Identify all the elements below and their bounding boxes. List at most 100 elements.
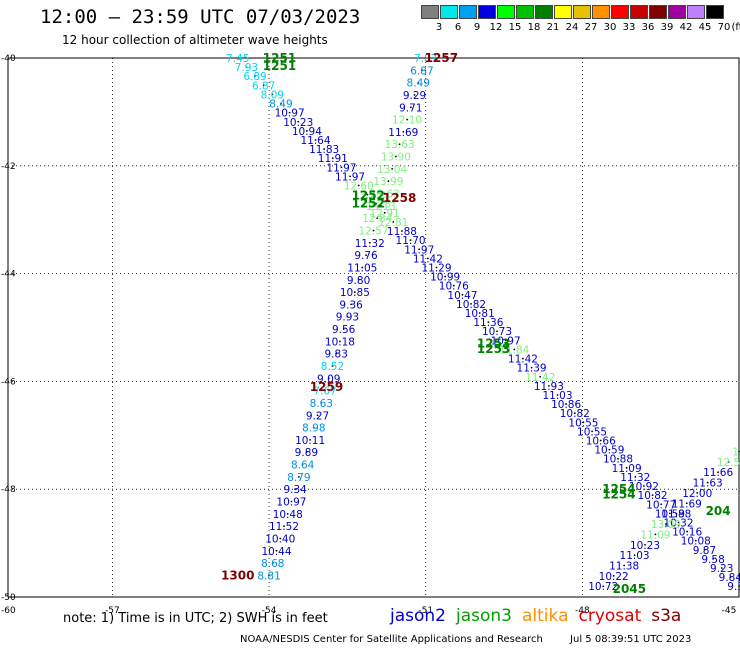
data-point [366,193,369,196]
swh-value-label: 9.71 [399,102,422,114]
data-point [383,211,386,214]
swh-value-label: 10.76 [439,281,469,293]
x-tick-label: -45 [722,606,737,616]
swh-value-label: 10.88 [603,454,633,466]
data-point [487,321,490,324]
data-point [294,488,297,491]
time-label: 204 [706,504,731,518]
scale-swatch [421,5,439,19]
scale-swatch [516,5,534,19]
swh-value-label: 9.83 [325,349,348,361]
data-point [418,248,421,251]
data-point [720,567,723,569]
data-point [426,257,429,260]
data-point [582,421,585,424]
swh-value-label: 11.69 [672,498,702,510]
swh-value-label: 13.63 [385,139,415,151]
swh-value-label: 13.04 [377,164,407,176]
swh-value-label: 9.58 [701,554,724,566]
footer-credit: NOAA/NESDIS Center for Satellite Applica… [240,634,543,645]
data-point [694,539,697,542]
data-point [353,291,356,293]
swh-value-label: 9.87 [693,545,716,557]
data-point [452,284,455,287]
data-point [608,448,611,451]
swh-value-label: 8.49 [269,99,292,111]
data-point [696,492,699,494]
x-tick-label: -51 [418,606,433,616]
swh-value-label: 11.52 [269,521,299,533]
x-tick-label: -54 [262,606,277,616]
data-point [675,512,678,515]
swh-value-label: 12.84 [362,213,392,225]
data-point [383,192,386,195]
data-point [612,574,615,577]
data-point [665,523,667,525]
data-point [413,94,416,96]
footer-timestamp: Jul 5 08:39:51 UTC 2023 [570,634,692,645]
time-label: 1300 [221,568,254,582]
scale-swatch [668,5,686,19]
swh-value-label: 9.52 [727,581,740,593]
data-point [331,365,334,367]
time-label: 1254 [602,488,635,502]
data-point [402,131,405,133]
swh-value-label: 11.03 [620,550,650,562]
scale-label: 24 [565,22,579,33]
swh-value-label: 10.73 [482,326,512,338]
data-point [331,157,334,160]
data-point [417,81,420,84]
swh-value-label: 9.84 [719,572,740,584]
data-point [236,57,239,59]
swh-value-label: 8.98 [302,423,325,435]
swh-value-label: 9.80 [347,275,370,287]
scale-label: 18 [527,22,541,33]
swh-value-label: 13.99 [373,176,403,188]
swh-value-label: 8.81 [257,570,280,582]
swh-value-label: 13.09 [651,519,681,531]
data-point [435,266,438,269]
data-point [717,471,720,474]
data-point [305,451,308,454]
swh-value-label: 9.29 [403,90,426,102]
data-point [288,111,291,114]
data-point [368,241,371,244]
swh-value-label: 8.52 [321,361,344,373]
swh-value-label: 7.67 [313,386,336,398]
data-point [324,389,326,392]
swh-value-label: 10.97 [276,497,306,509]
data-point [530,366,533,369]
data-point [421,69,423,72]
swh-value-label: 12.57 [358,225,388,237]
swh-value-label: 11.70 [396,235,426,247]
time-label: 1253 [477,337,510,351]
swh-value-label: 10.99 [430,272,460,284]
swh-value-label: 12.00 [682,488,712,500]
data-point [424,57,427,59]
data-point [375,202,377,205]
data-point [738,585,740,588]
data-point [409,106,412,109]
data-point [279,537,282,540]
chart-subtitle: 12 hour collection of altimeter wave hei… [62,33,328,47]
data-point [634,476,637,478]
swh-value-label: 7.87 [414,53,437,65]
data-point [323,148,326,150]
scale-label: 21 [546,22,560,33]
footer: NOAA/NESDIS Center for Satellite Applica… [240,634,691,645]
swh-value-label: 9.23 [710,563,733,575]
note-text: note: 1) Time is in UTC; 2) SWH is in fe… [63,611,328,626]
data-point [280,102,282,105]
data-point [727,460,730,463]
swh-value-label: 8.68 [261,558,284,570]
scale-label: 9 [473,22,481,33]
swh-value-label: 11.91 [318,153,348,165]
swh-value-label: 15.13 [361,199,391,211]
swh-value-label: 10.82 [456,299,486,311]
scale-label: 70 [717,22,731,33]
y-tick-label: -48 [1,485,16,495]
data-point [602,585,605,588]
time-label: 1258 [383,191,416,205]
swh-value-label: 10.97 [491,335,521,347]
data-point [365,254,367,257]
